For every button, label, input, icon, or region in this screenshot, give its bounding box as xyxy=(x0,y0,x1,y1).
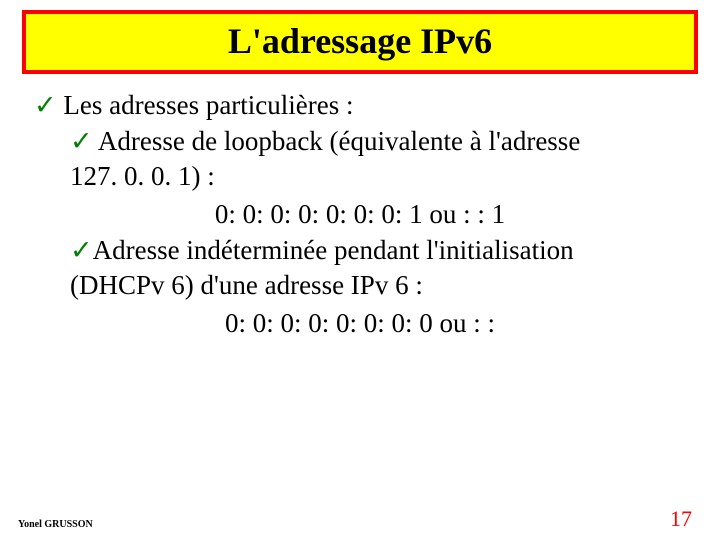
content-area: ✓ Les adresses particulières : ✓ Adresse… xyxy=(28,88,692,341)
loopback-address-line: 0: 0: 0: 0: 0: 0: 0: 1 ou : : 1 xyxy=(28,197,692,233)
check-icon: ✓ xyxy=(70,124,93,160)
unspecified-value: 0: 0: 0: 0: 0: 0: 0: 0 ou : : xyxy=(225,308,495,338)
bullet2-continuation: 127. 0. 0. 1) : xyxy=(28,159,692,195)
bullet2b-text: 127. 0. 0. 1) : xyxy=(70,161,215,191)
unspecified-address-line: 0: 0: 0: 0: 0: 0: 0: 0 ou : : xyxy=(28,306,692,342)
bullet1-text: Les adresses particulières : xyxy=(57,90,354,120)
check-icon: ✓ xyxy=(34,88,57,124)
bullet-level2: ✓ Adresse de loopback (équivalente à l'a… xyxy=(28,124,692,160)
title-banner: L'adressage IPv6 xyxy=(22,10,698,74)
loopback-value: 0: 0: 0: 0: 0: 0: 0: 1 ou : : 1 xyxy=(215,199,505,229)
page-title: L'adressage IPv6 xyxy=(228,21,492,61)
check-icon: ✓ xyxy=(70,233,93,269)
bullet3-continuation: (DHCPv 6) d'une adresse IPv 6 : xyxy=(28,268,692,304)
bullet-level1: ✓ Les adresses particulières : xyxy=(28,88,692,124)
footer-page-number: 17 xyxy=(670,506,692,532)
bullet2a-text: Adresse de loopback (équivalente à l'adr… xyxy=(93,126,581,156)
bullet3a-text: Adresse indéterminée pendant l'initialis… xyxy=(93,235,574,265)
bullet3b-text: (DHCPv 6) d'une adresse IPv 6 : xyxy=(70,270,423,300)
bullet-level2: ✓Adresse indéterminée pendant l'initiali… xyxy=(28,233,692,269)
footer-author: Yonel GRUSSON xyxy=(18,519,93,530)
